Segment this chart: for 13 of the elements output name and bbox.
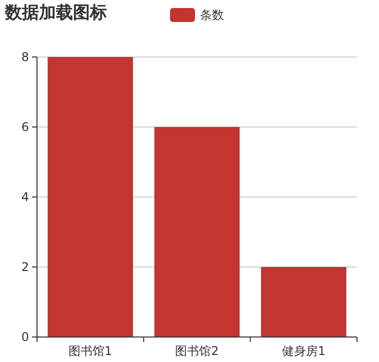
x-tick-label: 健身房1 — [282, 344, 326, 358]
y-tick-label: 6 — [21, 120, 29, 134]
y-tick-label: 8 — [21, 50, 29, 64]
x-tick-label: 图书馆1 — [68, 344, 112, 358]
x-tick-label: 图书馆2 — [175, 344, 219, 358]
legend-label: 条数 — [200, 8, 224, 22]
y-tick-label: 2 — [21, 260, 29, 274]
chart-title: 数据加载图标 — [4, 3, 107, 23]
y-tick-label: 0 — [21, 330, 29, 344]
y-tick-label: 4 — [21, 190, 29, 204]
bar — [154, 127, 240, 337]
bar — [48, 57, 133, 337]
bar — [261, 267, 346, 337]
